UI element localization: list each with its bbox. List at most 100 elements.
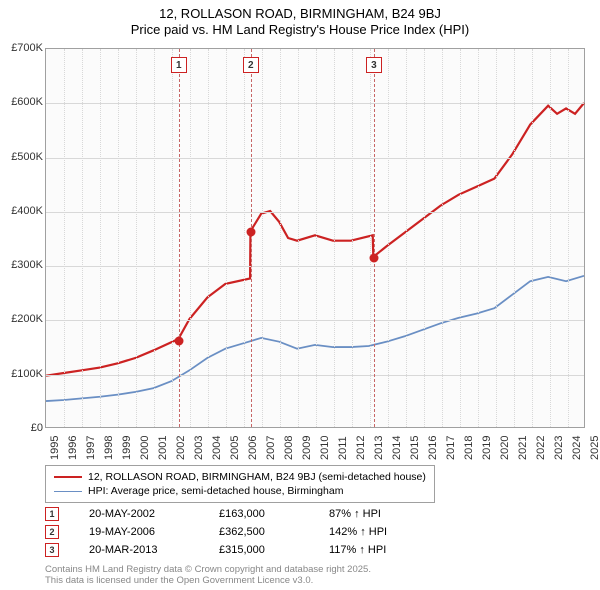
x-axis-label: 2013 xyxy=(373,436,385,460)
event-row-date: 20-MAR-2013 xyxy=(89,544,219,556)
gridline-v xyxy=(82,49,83,427)
gridline-v xyxy=(460,49,461,427)
footnote: Contains HM Land Registry data © Crown c… xyxy=(45,564,371,587)
x-axis-label: 2004 xyxy=(211,436,223,460)
x-axis-label: 2007 xyxy=(265,436,277,460)
x-axis-label: 2014 xyxy=(391,436,403,460)
y-axis-label: £300K xyxy=(0,259,43,271)
chart-plot-area: 1 2 3 xyxy=(45,48,585,428)
x-axis-label: 2011 xyxy=(337,436,349,460)
x-axis-label: 2017 xyxy=(445,436,457,460)
gridline-v xyxy=(514,49,515,427)
chart-title-line1: 12, ROLLASON ROAD, BIRMINGHAM, B24 9BJ xyxy=(0,6,600,21)
event-row-date: 20-MAY-2002 xyxy=(89,508,219,520)
gridline-v xyxy=(496,49,497,427)
x-axis-label: 1998 xyxy=(103,436,115,460)
event-line xyxy=(374,49,375,427)
gridline-v xyxy=(334,49,335,427)
gridline-v xyxy=(208,49,209,427)
event-row-price: £163,000 xyxy=(219,508,329,520)
legend-row-property: 12, ROLLASON ROAD, BIRMINGHAM, B24 9BJ (… xyxy=(54,470,426,484)
y-axis-label: £400K xyxy=(0,205,43,217)
event-row: 3 20-MAR-2013£315,000117% ↑ HPI xyxy=(45,541,419,559)
chart-svg xyxy=(46,49,584,427)
gridline-v xyxy=(136,49,137,427)
event-row-marker: 1 xyxy=(45,507,59,521)
legend-label-hpi: HPI: Average price, semi-detached house,… xyxy=(88,485,343,497)
event-marker-2: 2 xyxy=(243,57,259,73)
legend: 12, ROLLASON ROAD, BIRMINGHAM, B24 9BJ (… xyxy=(45,465,435,503)
x-axis-label: 2012 xyxy=(355,436,367,460)
gridline-v xyxy=(550,49,551,427)
gridline-h xyxy=(46,158,584,159)
x-axis-label: 2010 xyxy=(319,436,331,460)
gridline-v xyxy=(298,49,299,427)
gridline-h xyxy=(46,375,584,376)
gridline-v xyxy=(280,49,281,427)
x-axis-label: 2002 xyxy=(175,436,187,460)
event-line xyxy=(179,49,180,427)
event-row-pct: 142% ↑ HPI xyxy=(329,526,419,538)
gridline-v xyxy=(532,49,533,427)
x-axis-label: 2016 xyxy=(427,436,439,460)
x-axis-label: 1999 xyxy=(121,436,133,460)
event-row-price: £315,000 xyxy=(219,544,329,556)
gridline-v xyxy=(406,49,407,427)
y-axis-label: £200K xyxy=(0,313,43,325)
x-axis-label: 2015 xyxy=(409,436,421,460)
x-axis-label: 2024 xyxy=(571,436,583,460)
x-axis-label: 2021 xyxy=(517,436,529,460)
x-axis-label: 2022 xyxy=(535,436,547,460)
y-axis-label: £100K xyxy=(0,368,43,380)
event-row-pct: 117% ↑ HPI xyxy=(329,544,419,556)
y-axis-label: £700K xyxy=(0,42,43,54)
gridline-v xyxy=(478,49,479,427)
y-axis-label: £0 xyxy=(0,422,43,434)
x-axis-label: 2023 xyxy=(553,436,565,460)
series-property xyxy=(46,103,584,376)
gridline-v xyxy=(262,49,263,427)
gridline-v xyxy=(316,49,317,427)
gridline-v xyxy=(100,49,101,427)
gridline-v xyxy=(352,49,353,427)
chart-title-line2: Price paid vs. HM Land Registry's House … xyxy=(0,22,600,37)
gridline-v xyxy=(244,49,245,427)
event-row-date: 19-MAY-2006 xyxy=(89,526,219,538)
event-line xyxy=(251,49,252,427)
x-axis-label: 2018 xyxy=(463,436,475,460)
gridline-v xyxy=(370,49,371,427)
gridline-h xyxy=(46,320,584,321)
gridline-v xyxy=(388,49,389,427)
event-row-marker: 3 xyxy=(45,543,59,557)
footnote-line1: Contains HM Land Registry data © Crown c… xyxy=(45,564,371,575)
data-point-marker xyxy=(246,228,255,237)
event-marker-1: 1 xyxy=(171,57,187,73)
x-axis-label: 1997 xyxy=(85,436,97,460)
x-axis-label: 2008 xyxy=(283,436,295,460)
gridline-v xyxy=(118,49,119,427)
x-axis-label: 1996 xyxy=(67,436,79,460)
legend-row-hpi: HPI: Average price, semi-detached house,… xyxy=(54,484,426,498)
x-axis-label: 2006 xyxy=(247,436,259,460)
event-row: 1 20-MAY-2002£163,00087% ↑ HPI xyxy=(45,505,419,523)
y-axis-label: £600K xyxy=(0,96,43,108)
gridline-v xyxy=(190,49,191,427)
gridline-v xyxy=(172,49,173,427)
event-row-price: £362,500 xyxy=(219,526,329,538)
series-hpi xyxy=(46,276,584,401)
legend-swatch-property xyxy=(54,476,82,478)
data-point-marker xyxy=(174,336,183,345)
gridline-h xyxy=(46,103,584,104)
x-axis-label: 2009 xyxy=(301,436,313,460)
x-axis-label: 2000 xyxy=(139,436,151,460)
events-table: 1 20-MAY-2002£163,00087% ↑ HPI 2 19-MAY-200… xyxy=(45,505,419,559)
gridline-v xyxy=(442,49,443,427)
gridline-h xyxy=(46,266,584,267)
event-marker-3: 3 xyxy=(366,57,382,73)
gridline-v xyxy=(568,49,569,427)
x-axis-label: 2020 xyxy=(499,436,511,460)
x-axis-label: 2003 xyxy=(193,436,205,460)
legend-label-property: 12, ROLLASON ROAD, BIRMINGHAM, B24 9BJ (… xyxy=(88,471,426,483)
event-row-marker: 2 xyxy=(45,525,59,539)
event-row-pct: 87% ↑ HPI xyxy=(329,508,419,520)
